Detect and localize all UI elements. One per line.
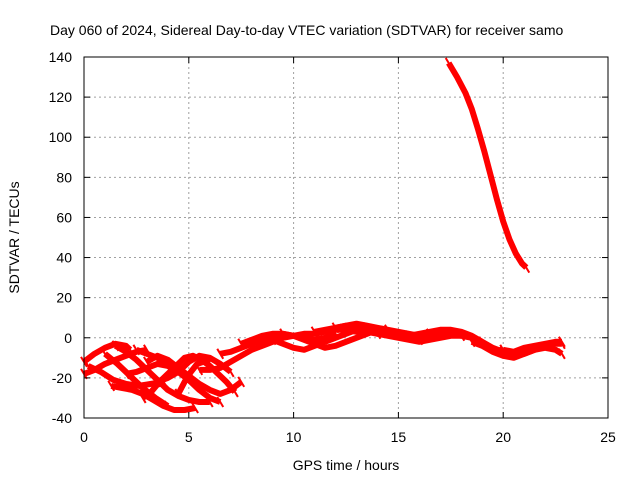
series-end-mark bbox=[279, 328, 287, 340]
series-end-mark bbox=[143, 356, 151, 368]
series-end-mark bbox=[216, 396, 225, 408]
y-tick-label: 140 bbox=[49, 49, 73, 65]
series-end-mark bbox=[216, 348, 225, 360]
plot-frame bbox=[83, 56, 609, 419]
series-line-arc-6 bbox=[110, 382, 196, 413]
series-end-mark bbox=[405, 330, 413, 342]
x-tick-label: 5 bbox=[185, 429, 193, 445]
series-end-mark bbox=[107, 380, 116, 392]
series-end-mark bbox=[122, 368, 130, 380]
series-line-arc-10 bbox=[145, 352, 244, 397]
series-end-mark bbox=[132, 344, 141, 356]
series-line-arc-12 bbox=[175, 358, 211, 396]
series-line-arc-3 bbox=[86, 363, 165, 389]
axis-ticks: 0 5 10 15 20 25 -40 -20 0 20 40 60 80 100 120 140 bbox=[49, 49, 616, 445]
series-end-mark bbox=[153, 376, 162, 388]
series-end-mark bbox=[191, 402, 199, 414]
series-line-arc-25 bbox=[446, 61, 529, 270]
series-end-mark bbox=[467, 336, 476, 348]
series-end-mark bbox=[111, 340, 120, 352]
series-end-mark bbox=[373, 328, 382, 340]
series-end-mark bbox=[101, 348, 109, 360]
series-end-mark bbox=[237, 338, 246, 350]
y-tick-label: -40 bbox=[52, 410, 72, 426]
y-tick-label: -20 bbox=[52, 370, 72, 386]
x-tick-label: 20 bbox=[495, 429, 511, 445]
y-tick-label: 80 bbox=[56, 169, 72, 185]
x-tick-label: 15 bbox=[391, 429, 407, 445]
series-end-mark bbox=[331, 322, 340, 334]
series-line-arc-24 bbox=[502, 338, 562, 355]
series-end-mark bbox=[174, 388, 183, 400]
y-tick-label: 60 bbox=[56, 209, 72, 225]
series-end-mark bbox=[310, 326, 319, 338]
series-end-mark bbox=[195, 364, 204, 376]
y-axis-label: SDTVAR / TECUs bbox=[6, 181, 22, 293]
chart-title: Day 060 of 2024, Sidereal Day-to-day VTE… bbox=[50, 22, 563, 38]
series-end-mark bbox=[226, 366, 235, 378]
y-tick-label: 120 bbox=[49, 89, 73, 105]
series-end-mark bbox=[425, 328, 434, 340]
y-tick-label: 0 bbox=[64, 330, 72, 346]
series-end-mark bbox=[138, 392, 147, 404]
series-end-mark bbox=[84, 360, 93, 372]
series-end-mark bbox=[522, 262, 531, 274]
series-line-arc-17 bbox=[282, 326, 388, 351]
series-line-arc-1 bbox=[82, 340, 133, 365]
series-end-mark bbox=[268, 334, 277, 346]
series-end-mark bbox=[499, 344, 508, 356]
series-end-mark bbox=[444, 57, 453, 69]
series-line-arc-11 bbox=[156, 352, 233, 385]
series-end-mark bbox=[237, 376, 246, 388]
y-tick-label: 40 bbox=[56, 250, 72, 266]
series-line-arc-23 bbox=[470, 338, 564, 361]
y-tick-label: 20 bbox=[56, 290, 72, 306]
series-end-mark bbox=[558, 336, 566, 348]
y-tick-label: 100 bbox=[49, 129, 73, 145]
x-tick-label: 0 bbox=[80, 429, 88, 445]
series-end-mark bbox=[558, 348, 566, 360]
data-series bbox=[80, 57, 566, 414]
x-tick-label: 25 bbox=[600, 429, 616, 445]
series-line-arc-5 bbox=[113, 343, 210, 405]
x-tick-label: 10 bbox=[286, 429, 302, 445]
x-axis-label: GPS time / hours bbox=[293, 457, 400, 473]
